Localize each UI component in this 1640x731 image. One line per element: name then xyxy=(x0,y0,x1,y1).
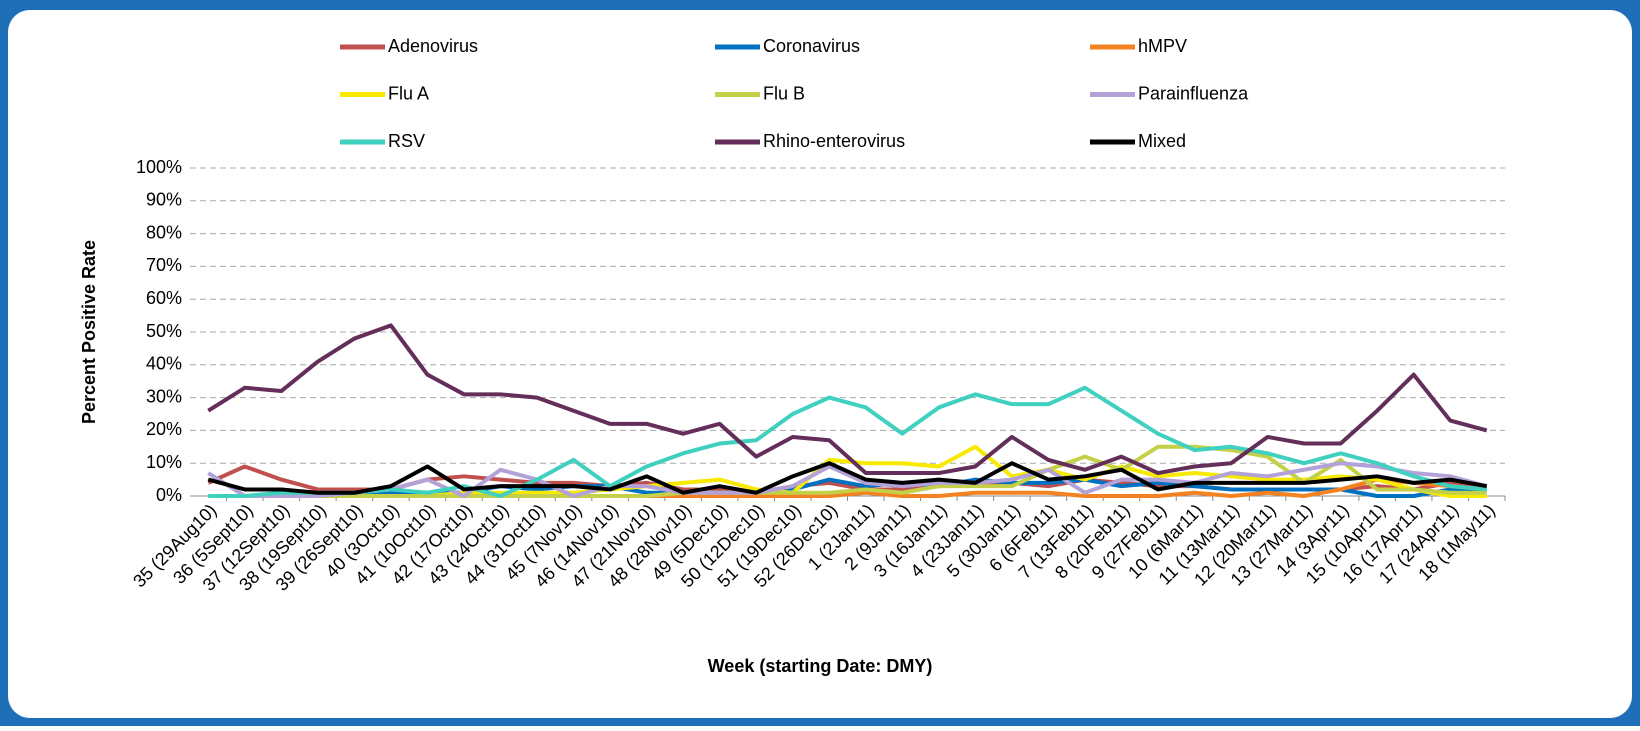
legend-label: RSV xyxy=(388,131,425,151)
y-tick-label: 50% xyxy=(146,321,182,341)
series-line xyxy=(207,323,1488,476)
y-tick-label: 0% xyxy=(156,485,182,505)
y-tick-label: 90% xyxy=(146,190,182,210)
y-tick-label: 10% xyxy=(146,452,182,472)
series-line xyxy=(207,461,1488,498)
legend-label: Rhino-enterovirus xyxy=(763,131,905,151)
series-line xyxy=(208,444,1487,498)
y-tick-label: 80% xyxy=(146,222,182,242)
y-axis-title: Percent Positive Rate xyxy=(79,240,99,424)
y-tick-label: 60% xyxy=(146,288,182,308)
legend-label: Adenovirus xyxy=(388,36,478,56)
legend-label: Parainfluenza xyxy=(1138,83,1249,103)
legend-label: Mixed xyxy=(1138,131,1186,151)
legend-label: Flu B xyxy=(763,83,805,103)
y-tick-label: 100% xyxy=(136,157,182,177)
series-line xyxy=(207,461,1488,495)
x-axis-title: Week (starting Date: DMY) xyxy=(708,656,933,676)
legend-label: Coronavirus xyxy=(763,36,860,56)
y-tick-label: 70% xyxy=(146,255,182,275)
y-tick-label: 20% xyxy=(146,419,182,439)
frame xyxy=(8,10,1632,718)
legend-label: hMPV xyxy=(1138,36,1187,56)
y-tick-label: 30% xyxy=(146,386,182,406)
series-line xyxy=(208,385,1487,498)
y-tick-label: 40% xyxy=(146,354,182,374)
legend-label: Flu A xyxy=(388,83,429,103)
